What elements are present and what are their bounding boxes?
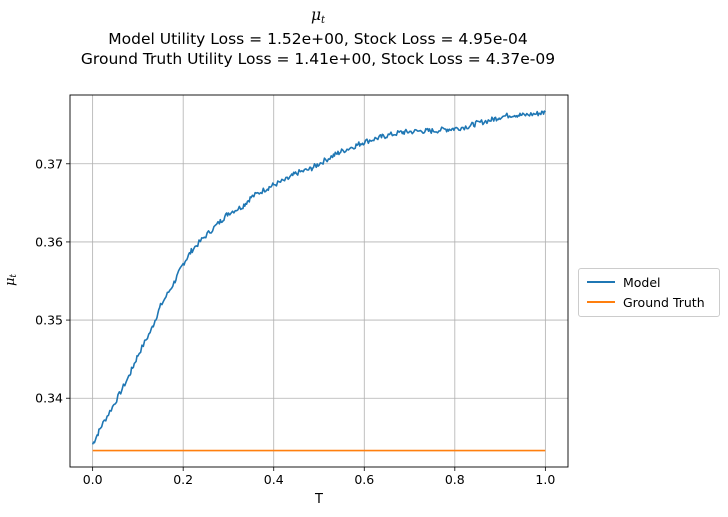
series-line-model (91, 110, 546, 445)
x-axis-ticks: 0.0 0.2 0.4 0.6 0.8 1.0 (83, 467, 555, 487)
y-tick-label: 0.35 (35, 313, 63, 328)
grid-lines (70, 95, 568, 467)
series-layer (91, 110, 546, 452)
x-axis-label: T (314, 492, 323, 507)
plot-area-frame (69, 94, 569, 468)
chart-subtitle-ground-truth-loss: Ground Truth Utility Loss = 1.41e+00, St… (80, 50, 556, 68)
legend-swatch-ground-truth (587, 301, 615, 303)
title-subscript: t (321, 15, 326, 26)
legend: Model Ground Truth (578, 268, 720, 317)
x-tick-label: 0.0 (83, 472, 103, 487)
y-tick-label: 0.36 (35, 234, 63, 249)
legend-swatch-model (587, 281, 615, 283)
y-axis-ticks: 0.34 0.35 0.36 0.37 (35, 156, 70, 406)
legend-label-model: Model (623, 274, 661, 290)
x-tick-label: 0.6 (354, 472, 374, 487)
x-tick-label: 1.0 (535, 472, 555, 487)
chart-title: μt (0, 6, 636, 26)
title-symbol: μ (310, 6, 322, 24)
x-tick-label: 0.2 (173, 472, 193, 487)
x-tick-label: 0.8 (445, 472, 465, 487)
y-tick-label: 0.34 (35, 391, 63, 406)
x-tick-label: 0.4 (264, 472, 284, 487)
legend-label-ground-truth: Ground Truth (623, 294, 705, 310)
y-tick-label: 0.37 (35, 156, 63, 171)
chart-subtitle-model-loss: Model Utility Loss = 1.52e+00, Stock Los… (108, 30, 528, 48)
legend-item-model: Model (587, 273, 661, 291)
legend-item-ground-truth: Ground Truth (587, 293, 705, 311)
